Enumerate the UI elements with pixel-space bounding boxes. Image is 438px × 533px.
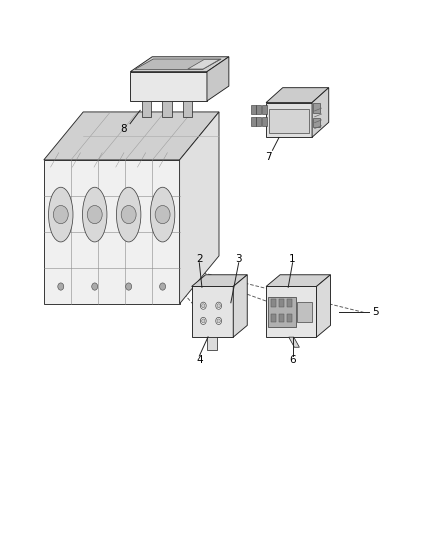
Circle shape bbox=[159, 283, 166, 290]
Text: 7: 7 bbox=[265, 152, 272, 162]
FancyBboxPatch shape bbox=[313, 118, 320, 127]
Polygon shape bbox=[162, 101, 172, 117]
Polygon shape bbox=[233, 275, 247, 337]
Polygon shape bbox=[142, 101, 151, 117]
Ellipse shape bbox=[150, 187, 175, 242]
Polygon shape bbox=[192, 287, 233, 337]
Text: 2: 2 bbox=[196, 254, 203, 263]
FancyBboxPatch shape bbox=[269, 109, 309, 133]
FancyBboxPatch shape bbox=[313, 103, 320, 113]
Text: 3: 3 bbox=[235, 254, 242, 263]
Polygon shape bbox=[44, 112, 219, 160]
Text: 1: 1 bbox=[289, 254, 296, 263]
Polygon shape bbox=[188, 60, 219, 69]
FancyBboxPatch shape bbox=[251, 105, 256, 114]
Circle shape bbox=[201, 304, 205, 308]
Text: 4: 4 bbox=[196, 356, 203, 365]
Ellipse shape bbox=[49, 187, 73, 242]
Text: 8: 8 bbox=[120, 124, 127, 134]
Circle shape bbox=[216, 302, 222, 309]
Circle shape bbox=[216, 317, 222, 325]
Polygon shape bbox=[135, 59, 221, 69]
Text: 5: 5 bbox=[372, 308, 379, 317]
Circle shape bbox=[53, 206, 68, 224]
Polygon shape bbox=[192, 275, 247, 287]
FancyBboxPatch shape bbox=[262, 117, 267, 126]
Polygon shape bbox=[180, 112, 219, 304]
Text: 6: 6 bbox=[289, 356, 296, 365]
Circle shape bbox=[87, 206, 102, 224]
Ellipse shape bbox=[82, 187, 107, 242]
FancyBboxPatch shape bbox=[257, 117, 261, 126]
Circle shape bbox=[92, 283, 98, 290]
Bar bbox=[287, 314, 292, 322]
Polygon shape bbox=[312, 87, 328, 137]
FancyBboxPatch shape bbox=[251, 117, 256, 126]
Polygon shape bbox=[266, 87, 328, 102]
Polygon shape bbox=[316, 275, 330, 337]
Polygon shape bbox=[207, 57, 229, 101]
Circle shape bbox=[217, 304, 220, 308]
Bar bbox=[279, 314, 284, 322]
Polygon shape bbox=[208, 337, 217, 350]
Polygon shape bbox=[131, 72, 207, 101]
Polygon shape bbox=[131, 57, 229, 72]
FancyBboxPatch shape bbox=[268, 296, 296, 327]
FancyBboxPatch shape bbox=[262, 105, 267, 114]
Polygon shape bbox=[266, 102, 312, 137]
Circle shape bbox=[126, 283, 132, 290]
Bar bbox=[271, 314, 276, 322]
Circle shape bbox=[58, 283, 64, 290]
Circle shape bbox=[201, 319, 205, 323]
Polygon shape bbox=[266, 275, 330, 287]
Bar bbox=[279, 298, 284, 307]
Polygon shape bbox=[44, 160, 180, 304]
Polygon shape bbox=[183, 101, 192, 117]
Circle shape bbox=[121, 206, 136, 224]
Polygon shape bbox=[289, 337, 300, 348]
FancyBboxPatch shape bbox=[257, 105, 261, 114]
FancyBboxPatch shape bbox=[297, 302, 312, 322]
Polygon shape bbox=[266, 287, 316, 337]
Bar bbox=[271, 298, 276, 307]
Circle shape bbox=[155, 206, 170, 224]
Circle shape bbox=[217, 319, 220, 323]
Ellipse shape bbox=[117, 187, 141, 242]
Circle shape bbox=[200, 302, 206, 309]
Circle shape bbox=[200, 317, 206, 325]
Bar bbox=[287, 298, 292, 307]
